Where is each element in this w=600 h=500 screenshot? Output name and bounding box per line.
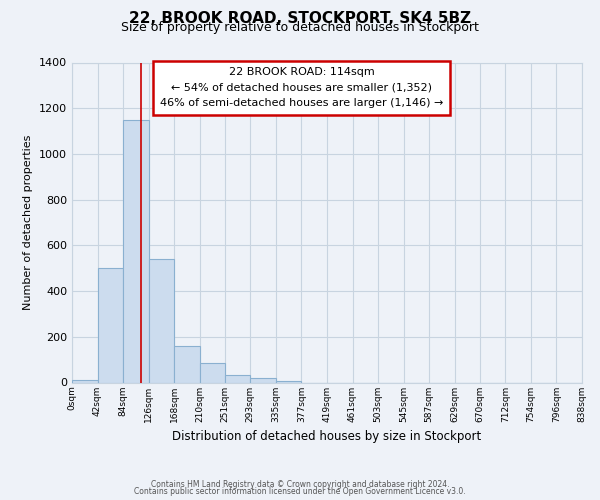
Y-axis label: Number of detached properties: Number of detached properties	[23, 135, 34, 310]
Bar	[98, 268, 123, 382]
Bar	[225, 374, 250, 382]
Text: Contains HM Land Registry data © Crown copyright and database right 2024.: Contains HM Land Registry data © Crown c…	[151, 480, 449, 489]
X-axis label: Distribution of detached houses by size in Stockport: Distribution of detached houses by size …	[172, 430, 482, 443]
Text: Size of property relative to detached houses in Stockport: Size of property relative to detached ho…	[121, 21, 479, 34]
Text: 22, BROOK ROAD, STOCKPORT, SK4 5BZ: 22, BROOK ROAD, STOCKPORT, SK4 5BZ	[129, 11, 471, 26]
Text: 22 BROOK ROAD: 114sqm
← 54% of detached houses are smaller (1,352)
46% of semi-d: 22 BROOK ROAD: 114sqm ← 54% of detached …	[160, 68, 443, 108]
Bar	[250, 378, 276, 382]
Bar	[200, 363, 225, 382]
Bar	[123, 120, 149, 382]
Text: Contains public sector information licensed under the Open Government Licence v3: Contains public sector information licen…	[134, 487, 466, 496]
Bar	[72, 380, 98, 382]
Bar	[174, 346, 200, 383]
Bar	[149, 259, 174, 382]
